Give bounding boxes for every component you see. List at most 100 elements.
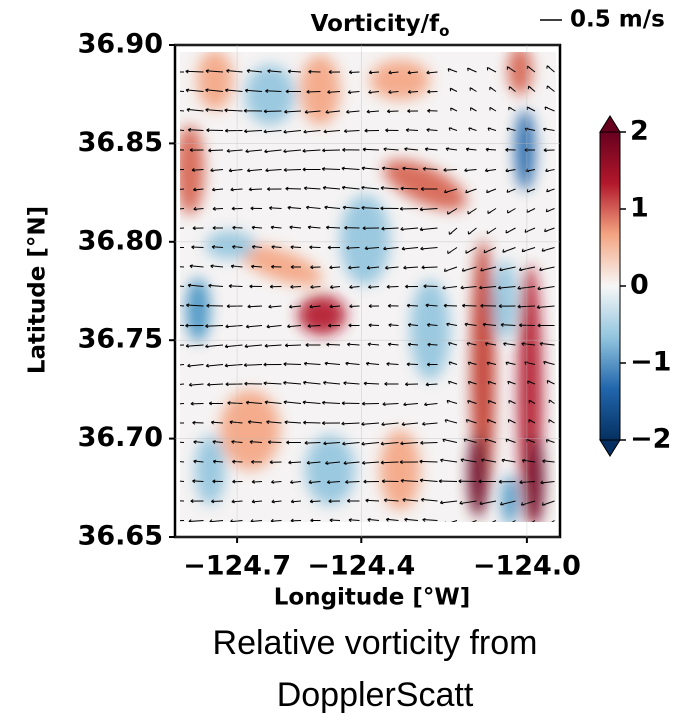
- velocity-arrow: [328, 70, 341, 75]
- velocity-arrow: [405, 128, 419, 133]
- velocity-arrow: [225, 324, 243, 329]
- velocity-arrow: [250, 459, 263, 464]
- colorbar-tick-label: 1: [630, 193, 649, 224]
- velocity-arrow: [206, 303, 224, 308]
- velocity-arrow: [180, 364, 185, 366]
- velocity-arrow: [383, 147, 399, 152]
- velocity-arrow: [506, 188, 516, 193]
- velocity-arrow: [537, 286, 555, 291]
- velocity-arrow: [290, 518, 302, 522]
- velocity-arrow: [343, 129, 360, 133]
- velocity-arrow: [322, 148, 341, 153]
- velocity-arrow: [212, 479, 224, 484]
- velocity-arrow: [381, 166, 399, 171]
- velocity-arrow: [289, 480, 302, 484]
- velocity-arrow: [266, 324, 282, 329]
- velocity-arrow: [365, 498, 380, 503]
- velocity-arrow: [500, 500, 516, 506]
- velocity-arrow: [193, 440, 204, 445]
- velocity-arrow: [448, 380, 458, 385]
- velocity-arrow: [180, 285, 185, 287]
- x-tick-label: −124.0: [473, 551, 581, 582]
- velocity-arrow: [485, 147, 497, 152]
- velocity-arrow: [302, 167, 321, 172]
- velocity-arrow: [469, 87, 477, 92]
- velocity-arrow: [388, 70, 399, 75]
- velocity-arrow: [481, 458, 497, 463]
- velocity-arrow: [226, 69, 243, 73]
- velocity-arrow: [489, 86, 497, 92]
- velocity-arrow: [419, 207, 438, 212]
- velocity-arrow: [426, 362, 438, 367]
- velocity-arrow: [180, 403, 185, 405]
- velocity-arrow: [467, 361, 477, 366]
- velocity-arrow: [539, 266, 555, 271]
- velocity-arrow: [482, 322, 497, 327]
- velocity-arrow: [323, 441, 341, 446]
- velocity-arrow: [232, 479, 243, 484]
- x-tick-label: −124.4: [307, 551, 415, 582]
- velocity-arrow: [400, 478, 419, 483]
- velocity-arrow: [519, 480, 536, 485]
- velocity-arrow: [283, 381, 302, 385]
- velocity-arrow: [427, 108, 438, 113]
- velocity-arrow: [180, 520, 185, 522]
- velocity-arrow: [189, 264, 204, 269]
- velocity-arrow: [368, 90, 380, 94]
- velocity-arrow: [542, 459, 555, 464]
- velocity-arrow: [545, 208, 555, 213]
- velocity-arrow: [346, 245, 360, 250]
- caption-line: DopplerScatt: [277, 676, 474, 714]
- colorbar: [599, 131, 621, 441]
- velocity-arrow: [304, 109, 321, 114]
- velocity-arrow: [345, 361, 360, 366]
- velocity-arrow: [443, 266, 458, 272]
- velocity-arrow: [484, 342, 497, 346]
- velocity-arrow: [546, 380, 555, 385]
- velocity-arrow: [251, 499, 263, 504]
- velocity-arrow: [287, 205, 302, 210]
- velocity-arrow: [265, 89, 282, 94]
- velocity-arrow: [446, 322, 458, 327]
- velocity-arrow: [426, 128, 438, 132]
- velocity-arrow: [269, 284, 282, 289]
- velocity-arrow: [421, 265, 438, 270]
- velocity-arrow: [480, 266, 497, 272]
- velocity-arrow: [302, 420, 321, 425]
- chart-title: Vorticity/fo: [311, 11, 450, 40]
- velocity-arrow: [465, 188, 477, 194]
- velocity-arrow: [224, 363, 243, 368]
- velocity-arrow: [229, 420, 243, 425]
- velocity-arrow: [322, 186, 341, 190]
- velocity-arrow: [264, 149, 282, 154]
- velocity-arrow: [270, 518, 282, 522]
- velocity-arrow: [361, 421, 380, 426]
- velocity-arrow: [243, 363, 263, 368]
- velocity-arrow: [346, 109, 360, 114]
- velocity-arrow: [422, 517, 438, 522]
- velocity-arrow: [487, 208, 497, 215]
- velocity-arrow: [407, 109, 419, 114]
- velocity-arrow: [467, 227, 477, 235]
- velocity-arrow: [419, 459, 438, 464]
- velocity-arrow: [541, 500, 555, 506]
- velocity-arrow: [244, 129, 263, 134]
- velocity-arrow: [407, 70, 419, 75]
- velocity-arrow: [180, 500, 185, 502]
- velocity-arrow: [424, 147, 438, 152]
- velocity-arrow: [505, 168, 516, 173]
- velocity-arrow: [342, 205, 360, 210]
- velocity-arrow: [427, 342, 438, 347]
- title-subscript: o: [439, 22, 449, 40]
- velocity-arrow: [406, 362, 419, 367]
- velocity-arrow: [251, 225, 263, 230]
- velocity-arrow: [243, 108, 263, 113]
- velocity-arrow: [541, 247, 555, 252]
- velocity-arrow: [536, 305, 555, 309]
- velocity-arrow: [400, 441, 419, 446]
- velocity-arrow: [205, 69, 224, 74]
- velocity-arrow: [380, 460, 399, 465]
- velocity-arrow: [210, 168, 224, 173]
- velocity-arrow: [283, 129, 302, 134]
